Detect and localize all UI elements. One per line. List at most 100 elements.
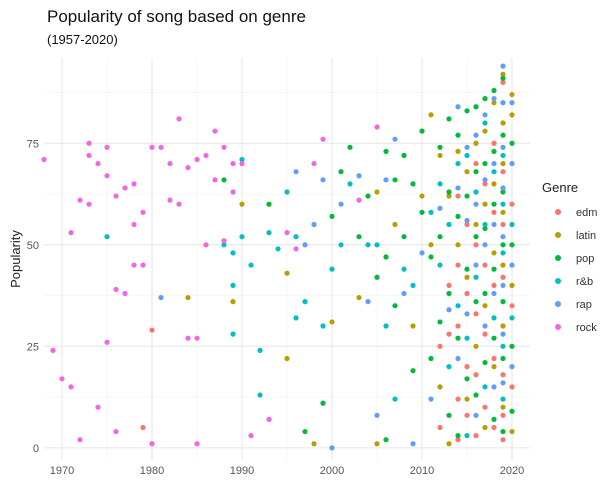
- point-edm: [482, 404, 488, 410]
- point-pop: [473, 392, 479, 398]
- x-axis-ticks: 1970 1980 1990 2000 2010 2020: [50, 465, 524, 477]
- point-rap: [455, 104, 461, 110]
- point-edm: [455, 396, 461, 402]
- point-rock: [95, 160, 101, 167]
- point-latin: [500, 404, 506, 410]
- point-rock: [230, 189, 236, 195]
- point-rb: [446, 364, 452, 370]
- point-rap: [482, 112, 488, 118]
- point-edm: [491, 209, 497, 215]
- point-rb: [509, 221, 515, 228]
- point-rap: [500, 380, 506, 386]
- point-rock: [320, 136, 326, 142]
- point-rap: [509, 364, 515, 370]
- point-rock: [248, 433, 254, 439]
- point-rb: [482, 221, 488, 228]
- point-rb: [221, 242, 227, 248]
- point-edm: [473, 242, 479, 248]
- point-pop: [500, 75, 506, 81]
- point-rap: [500, 331, 506, 337]
- point-rock: [311, 160, 317, 167]
- point-latin: [500, 262, 506, 268]
- point-rock: [41, 156, 47, 163]
- point-rock: [95, 404, 101, 410]
- point-latin: [482, 303, 488, 309]
- point-pop: [446, 116, 452, 122]
- point-rb: [230, 250, 236, 256]
- point-rb: [455, 303, 461, 309]
- point-rock: [131, 181, 137, 187]
- point-rap: [491, 221, 497, 228]
- point-rb: [239, 156, 245, 163]
- point-rock: [176, 116, 182, 122]
- point-latin: [374, 441, 380, 447]
- point-rock: [77, 197, 83, 203]
- point-rap: [491, 384, 497, 390]
- point-pop: [401, 152, 407, 159]
- point-pop: [392, 303, 398, 309]
- point-rock: [212, 128, 218, 134]
- point-pop: [428, 355, 434, 362]
- point-rock: [203, 242, 209, 248]
- point-rap: [455, 185, 461, 191]
- point-latin: [455, 148, 461, 154]
- point-rock: [86, 201, 92, 207]
- legend-label: rap: [576, 299, 592, 311]
- point-rap: [410, 441, 416, 447]
- point-rb: [374, 242, 380, 248]
- point-rb: [401, 266, 407, 272]
- point-rap: [428, 396, 434, 402]
- point-rap: [509, 160, 515, 167]
- point-rock: [68, 230, 74, 236]
- point-pop: [302, 428, 308, 435]
- point-pop: [365, 193, 371, 199]
- point-rock: [230, 160, 236, 167]
- point-rap: [356, 173, 362, 179]
- point-latin: [311, 441, 317, 447]
- point-rock: [221, 238, 227, 244]
- point-edm: [473, 433, 479, 439]
- point-rb: [500, 396, 506, 402]
- point-rb: [257, 347, 263, 353]
- legend-swatch: [555, 324, 561, 330]
- point-edm: [500, 372, 506, 378]
- point-rock: [59, 376, 65, 382]
- point-rock: [149, 441, 155, 447]
- point-rock: [212, 177, 218, 183]
- point-latin: [491, 250, 497, 256]
- point-pop: [491, 416, 497, 422]
- point-edm: [464, 221, 470, 228]
- legend-swatch: [555, 232, 561, 238]
- point-rap: [500, 185, 506, 191]
- point-edm: [500, 412, 506, 418]
- point-edm: [464, 412, 470, 418]
- point-latin: [284, 355, 290, 362]
- point-latin: [437, 384, 443, 390]
- x-tick-label: 1990: [230, 465, 254, 477]
- point-rap: [464, 144, 470, 150]
- point-rap: [365, 299, 371, 305]
- point-rap: [464, 217, 470, 224]
- point-latin: [464, 169, 470, 175]
- point-rock: [50, 347, 56, 353]
- point-rap: [311, 221, 317, 228]
- point-rap: [509, 262, 515, 268]
- y-axis-label: Popularity: [8, 230, 23, 288]
- x-tick-label: 1970: [50, 465, 74, 477]
- point-pop: [392, 177, 398, 183]
- point-latin: [185, 294, 191, 301]
- legend-title: Genre: [542, 180, 578, 195]
- point-latin: [491, 364, 497, 370]
- point-rap: [500, 144, 506, 150]
- point-rap: [473, 132, 479, 138]
- point-rock: [104, 144, 110, 150]
- point-rap: [473, 412, 479, 418]
- point-latin: [419, 193, 425, 199]
- point-pop: [464, 376, 470, 382]
- point-rb: [329, 266, 335, 272]
- point-latin: [500, 323, 506, 329]
- point-rb: [455, 160, 461, 167]
- point-edm: [473, 160, 479, 167]
- x-tick-label: 2020: [500, 465, 524, 477]
